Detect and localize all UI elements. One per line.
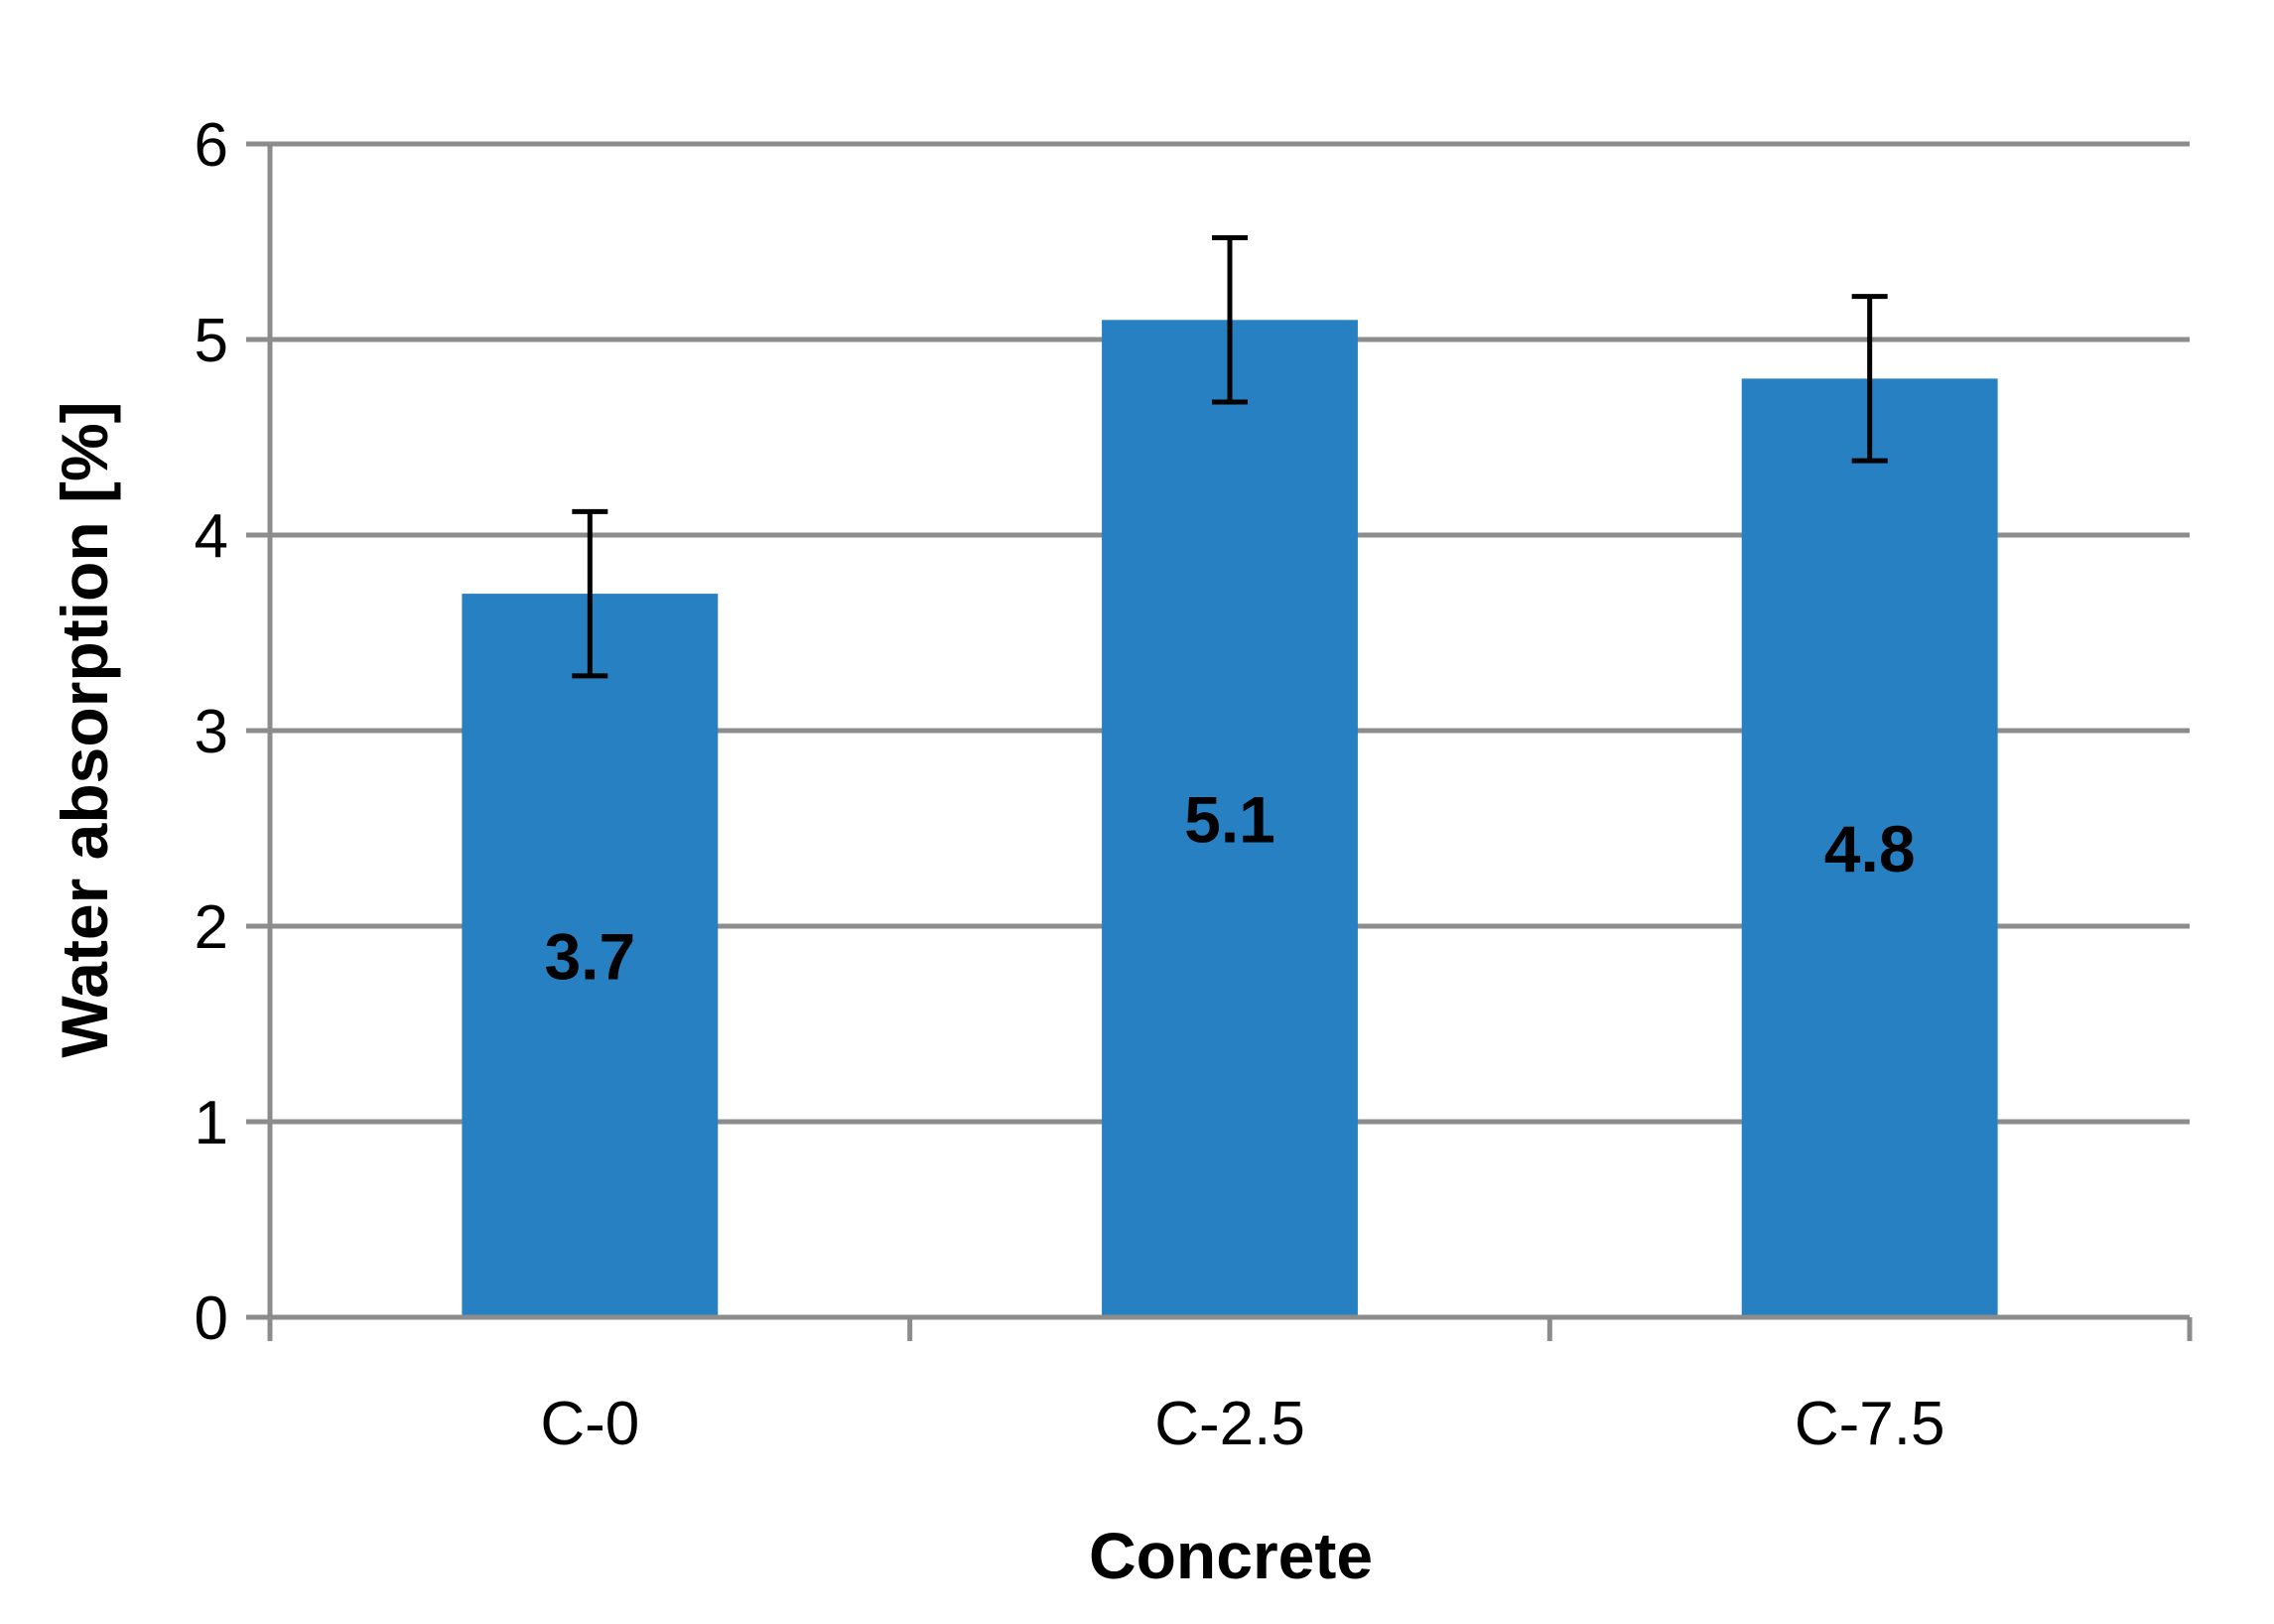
y-tick-label: 0 xyxy=(195,1285,228,1353)
axes: 0 1 2 3 4 5 6 C-0 C-2.5 C-7.5 xyxy=(195,111,2193,1458)
y-axis-title: Water absorption [%] xyxy=(48,401,121,1057)
x-tick-label: C-7.5 xyxy=(1795,1390,1945,1458)
x-axis-title: Concrete xyxy=(1089,1519,1373,1592)
y-tick-label: 3 xyxy=(195,698,228,766)
labels: 3.7 5.1 4.8 xyxy=(544,783,1915,994)
bar xyxy=(1741,378,1998,1317)
y-tick-label: 4 xyxy=(195,502,228,571)
bar xyxy=(462,594,719,1317)
x-tick-label: C-2.5 xyxy=(1154,1390,1305,1458)
y-tick-label: 2 xyxy=(195,893,228,962)
x-tick-label: C-0 xyxy=(540,1390,639,1458)
y-tick-label: 5 xyxy=(195,307,228,375)
data-label: 4.8 xyxy=(1824,812,1916,885)
y-tick-label: 6 xyxy=(195,111,228,180)
data-label: 3.7 xyxy=(544,920,635,994)
bar xyxy=(1102,320,1358,1317)
y-tick-label: 1 xyxy=(195,1089,228,1157)
bars xyxy=(462,320,1998,1317)
data-label: 5.1 xyxy=(1184,783,1275,857)
error-bars xyxy=(572,235,1888,679)
